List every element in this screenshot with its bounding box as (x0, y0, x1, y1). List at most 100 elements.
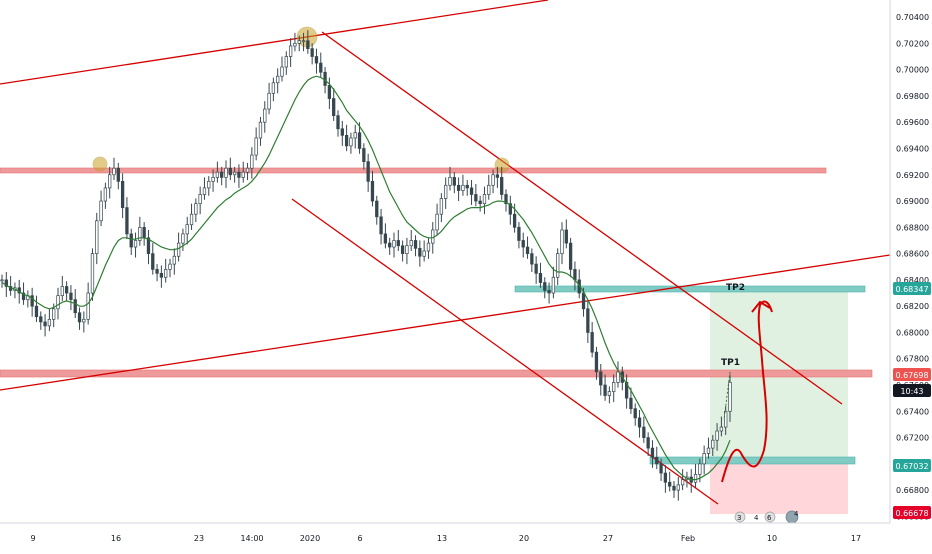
candle-body (728, 382, 732, 412)
candle-body (650, 447, 655, 458)
candle-body (642, 426, 646, 438)
candle-body (151, 253, 155, 270)
candle-body (568, 242, 573, 270)
candle-body (530, 253, 534, 265)
y-tick-label: 0.69600 (896, 118, 929, 127)
candle-body (564, 229, 568, 244)
price-badge (893, 506, 931, 519)
candle-body (448, 177, 452, 186)
candle-body (504, 194, 508, 205)
candle-body (288, 45, 293, 57)
candle-body (116, 167, 120, 182)
y-tick-label: 0.67200 (896, 434, 929, 443)
trendline-upper-channel (0, 0, 549, 85)
candle-body (120, 180, 125, 208)
candle-body (418, 248, 422, 257)
candle-body (52, 308, 56, 320)
event-marker-count: 4 (794, 510, 799, 518)
candle-body (465, 184, 469, 189)
candle-body (551, 276, 556, 294)
candle-body (426, 242, 431, 252)
candle-body (181, 233, 185, 244)
candle-body (133, 240, 138, 248)
candle-body (215, 171, 220, 178)
y-tick-label: 0.68000 (896, 328, 929, 337)
candle-body (301, 40, 306, 43)
candle-body (228, 167, 232, 176)
projected-arrow-head (751, 300, 771, 313)
trendlines (0, 0, 891, 505)
candle-body (263, 108, 267, 123)
candle-body (155, 269, 159, 274)
candle-body (439, 198, 444, 215)
candle-body (241, 171, 245, 178)
candle-body (357, 132, 362, 149)
candle-body (603, 384, 607, 396)
candle-body (659, 463, 663, 474)
event-marker-count: 4 (754, 514, 759, 522)
candle-body (64, 286, 69, 294)
y-axis[interactable]: 0.70400 0.70200 0.70000 0.69800 0.69600 0.694… (889, 0, 929, 523)
candle-body (73, 299, 77, 314)
candle-body (258, 121, 263, 139)
pivot-marker-left (92, 156, 108, 172)
candle-body (538, 272, 543, 283)
projected-path (721, 300, 773, 483)
candle-body (706, 447, 711, 454)
candle-body (297, 40, 301, 44)
candle-body (224, 167, 228, 178)
candle-body (90, 253, 95, 294)
candle-body (306, 40, 310, 49)
y-tick-label: 0.69200 (896, 171, 929, 180)
candle-body (172, 255, 176, 265)
event-marker-icon (734, 511, 746, 523)
candle-body (383, 233, 388, 244)
loss-zone (710, 464, 848, 514)
candle-body (525, 246, 530, 254)
price-badge-label: 0.67032 (895, 462, 928, 471)
y-tick-label: 0.68200 (896, 302, 929, 311)
candle-body (284, 56, 288, 68)
y-tick-label: 0.69400 (896, 144, 929, 153)
candle-body (340, 128, 344, 136)
candle-body (594, 351, 599, 373)
candle-body (452, 177, 456, 186)
candle-body (34, 305, 39, 318)
candle-body (396, 240, 400, 247)
candle-body (245, 167, 250, 173)
candle-body (370, 180, 375, 202)
candle-body (108, 174, 112, 189)
candle-body (521, 240, 525, 248)
tp2-zone (514, 285, 866, 293)
resistance-band-upper (0, 167, 827, 174)
candle-body (327, 85, 332, 99)
candle-body (375, 200, 379, 218)
candle-body (711, 439, 715, 449)
candle-body (232, 171, 237, 176)
y-tick-label: 0.70200 (896, 39, 929, 48)
moving-average-line (1, 75, 731, 481)
candle-body (4, 279, 8, 287)
candle-body (293, 43, 297, 47)
x-tick-label: 23 (194, 534, 204, 543)
candle-body (362, 148, 366, 162)
candle-body (86, 292, 90, 320)
candle-body (69, 292, 73, 300)
event-marker-count: 6 (767, 514, 772, 522)
event-markers: 3 4 6 4 (734, 510, 799, 524)
candle-body (680, 479, 685, 486)
candle-body (474, 194, 478, 202)
price-badge (893, 384, 931, 397)
candle-body (56, 295, 60, 310)
candle-body (146, 237, 151, 254)
x-axis[interactable]: 9 16 23 14:00 2020 6 13 20 27 Feb 10 17 (0, 522, 890, 543)
candle-body (586, 308, 590, 333)
candle-body (60, 286, 64, 297)
candle-body (30, 295, 34, 307)
candle-body (267, 92, 271, 110)
tp1-guide (723, 371, 731, 421)
candle-body (366, 161, 370, 182)
trendline-ascending-support (0, 254, 891, 391)
